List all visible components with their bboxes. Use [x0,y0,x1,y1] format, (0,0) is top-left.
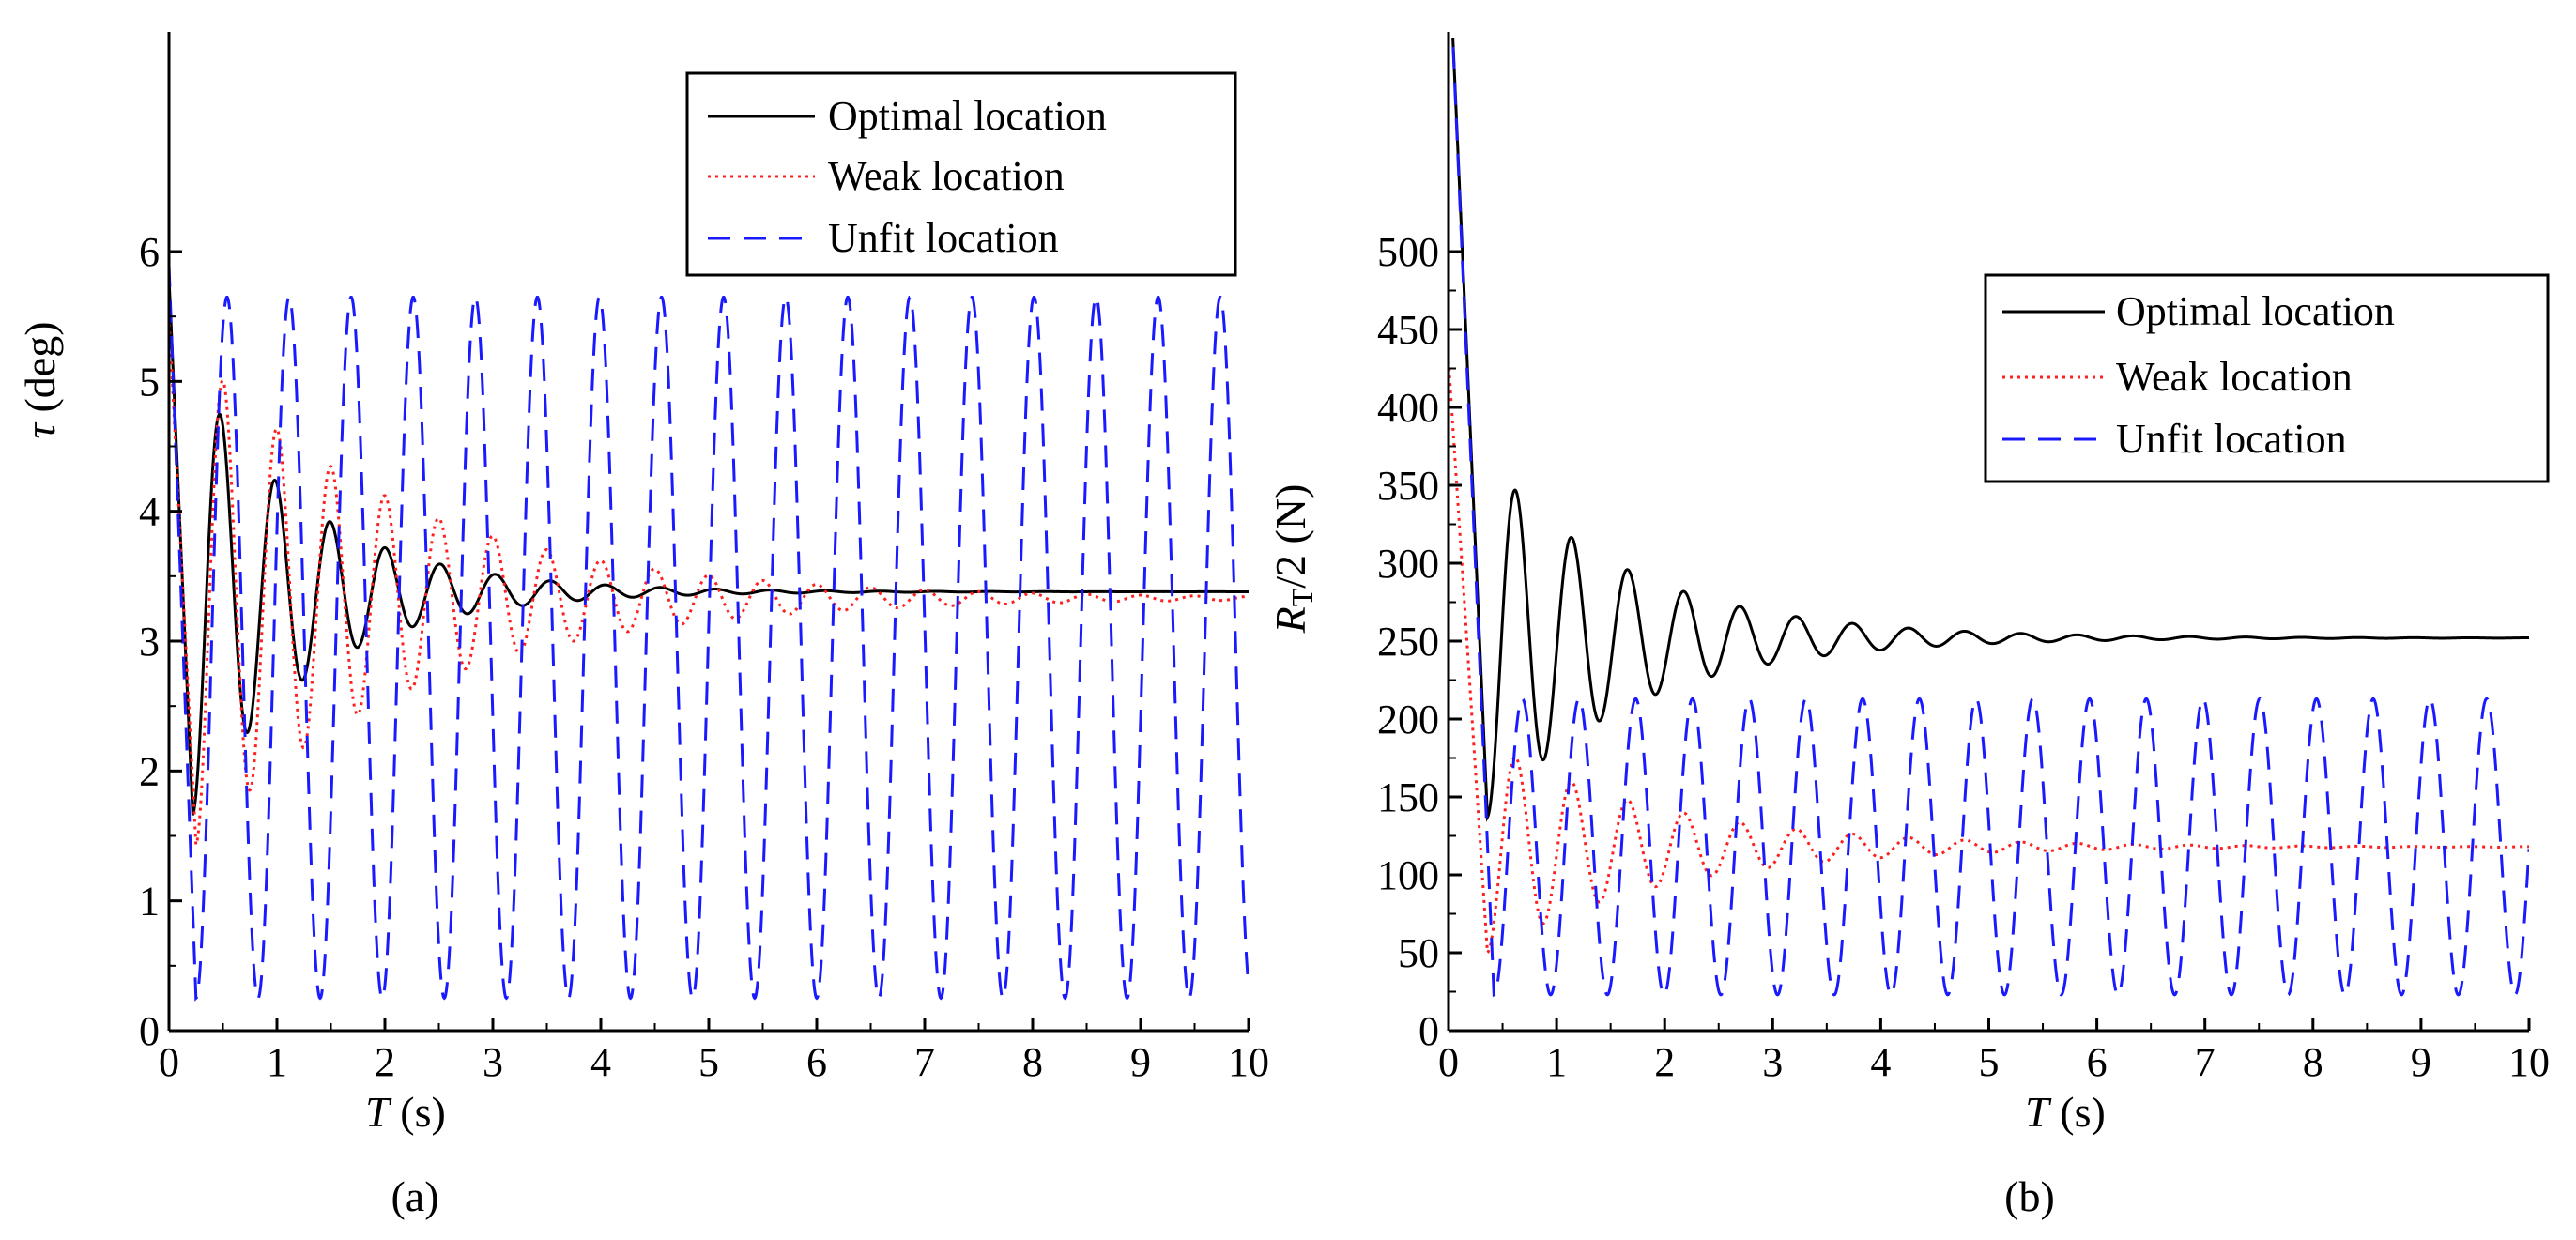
y-tick-label-b: 0 [1418,1008,1439,1054]
x-tick-label-a: 1 [267,1039,287,1085]
x-tick-label-b: 1 [1546,1039,1567,1085]
x-tick-label-b: 4 [1870,1039,1891,1085]
y-tick-label-a: 4 [139,489,160,535]
series-layer-a [169,264,1249,1002]
x-tick-label-b: 10 [2508,1039,2550,1085]
chart-panel-a: 0 1 2 3 4 5 6 7 8 9 10 0 1 2 3 4 5 6 τ (deg) T (s) (a) Op… [16,32,1269,1220]
y-tick-label-b: 500 [1377,229,1439,275]
x-axis-label-b: T (s) [2025,1088,2106,1136]
x-tick-label-a: 8 [1022,1039,1043,1085]
y-tick-label-a: 1 [139,879,160,925]
x-tick-label-b: 5 [1979,1039,2000,1085]
y-axis-symbol-a: τ [16,422,64,439]
x-axis-symbol-b: T [2025,1088,2052,1136]
y-tick-label-b: 150 [1377,774,1439,820]
axes-b [1447,32,2529,1033]
legend-label-weak-b: Weak location [2116,354,2353,400]
y-tick-label-a: 3 [139,619,160,665]
x-tick-label-b: 3 [1762,1039,1783,1085]
series-line-weak-location-b [1449,360,2529,957]
ticks-b: 0 1 2 3 4 5 6 7 8 9 100501001502002503003504004505… [1377,229,2550,1085]
x-tick-label-a: 6 [806,1039,827,1085]
panel-label-a: (a) [391,1172,438,1220]
chart-panel-b: 0 1 2 3 4 5 6 7 8 9 100501001502002503003504004505… [1266,32,2550,1220]
y-axis-unit-b: /2 (N) [1266,484,1314,589]
y-tick-label-b: 300 [1377,541,1439,587]
y-axis-subscript-b: T [1285,588,1319,606]
x-tick-label-b: 2 [1654,1039,1675,1085]
x-axis-label-a: T (s) [365,1088,446,1136]
y-tick-label-b: 450 [1377,307,1439,353]
panel-label-b: (b) [2004,1172,2055,1220]
x-tick-label-a: 3 [483,1039,503,1085]
y-axis-label-a: τ (deg) [16,321,64,438]
x-tick-label-b: 7 [2195,1039,2216,1085]
y-tick-label-b: 350 [1377,463,1439,509]
legend-label-unfit-b: Unfit location [2116,416,2347,462]
ticks-a: 0 1 2 3 4 5 6 7 8 9 10 0 1 2 3 4 5 6 [139,229,1269,1085]
y-tick-label-b: 50 [1398,930,1439,976]
y-tick-label-a: 2 [139,748,160,794]
series-line-weak-location-a [169,316,1249,846]
legend-b: Optimal location Weak location Unfit loc… [1984,273,2550,483]
x-axis-symbol-a: T [365,1088,392,1136]
legend-box-a [685,71,1237,277]
x-axis-unit-a: (s) [390,1088,446,1136]
legend-label-unfit-a: Unfit location [828,215,1059,261]
x-tick-label-a: 0 [159,1039,179,1085]
y-tick-label-a: 0 [139,1008,160,1054]
x-tick-label-a: 5 [698,1039,719,1085]
x-tick-label-a: 4 [590,1039,611,1085]
series-line-optimal-location-b [1451,38,2529,822]
x-tick-label-b: 6 [2087,1039,2108,1085]
y-axis-label-b: RT/2 (N) [1266,484,1319,635]
x-tick-label-a: 9 [1130,1039,1151,1085]
y-tick-label-b: 200 [1377,697,1439,742]
x-tick-label-b: 8 [2303,1039,2323,1085]
y-tick-label-a: 5 [139,359,160,405]
legend-box-b [1984,273,2550,483]
y-tick-label-b: 100 [1377,852,1439,898]
y-tick-label-a: 6 [139,229,160,275]
x-axis-unit-b: (s) [2049,1088,2106,1136]
legend-label-weak-a: Weak location [828,153,1065,199]
y-axis-symbol-b: R [1266,606,1314,634]
series-line-unfit-location-b [1450,38,2529,998]
legend-label-optimal-b: Optimal location [2116,288,2395,334]
y-axis-unit-a: (deg) [16,321,64,423]
x-tick-label-a: 7 [914,1039,935,1085]
y-tick-label-b: 250 [1377,619,1439,665]
x-tick-label-b: 0 [1438,1039,1459,1085]
series-layer-b [1449,38,2529,998]
x-tick-label-a: 10 [1228,1039,1269,1085]
y-tick-label-b: 400 [1377,385,1439,431]
x-tick-label-a: 2 [375,1039,395,1085]
legend-label-optimal-a: Optimal location [828,93,1107,139]
x-tick-label-b: 9 [2411,1039,2431,1085]
series-line-unfit-location-a [169,264,1249,1002]
legend-a: Optimal location Weak location Unfit loc… [685,71,1237,277]
series-line-optimal-location-a [169,277,1249,816]
